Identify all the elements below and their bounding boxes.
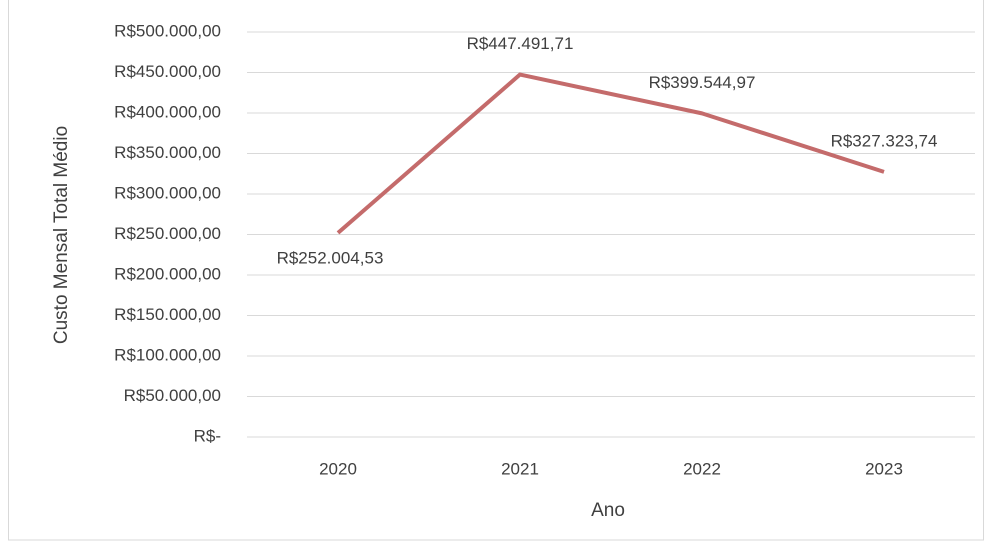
- y-tick-label: R$400.000,00: [114, 102, 221, 121]
- y-tick-label: R$-: [194, 426, 221, 445]
- y-tick-label: R$300.000,00: [114, 183, 221, 202]
- y-tick-label: R$100.000,00: [114, 345, 221, 364]
- x-tick-label: 2022: [683, 459, 721, 478]
- y-tick-label: R$350.000,00: [114, 143, 221, 162]
- x-axis-title: Ano: [591, 500, 625, 521]
- y-tick-label: R$500.000,00: [114, 21, 221, 40]
- chart-frame: [8, 0, 984, 541]
- data-label: R$447.491,71: [467, 34, 574, 53]
- x-tick-label: 2023: [865, 459, 903, 478]
- y-tick-label: R$50.000,00: [124, 386, 221, 405]
- data-label: R$252.004,53: [277, 248, 384, 267]
- x-tick-label: 2020: [319, 459, 357, 478]
- x-tick-label: 2021: [501, 459, 539, 478]
- data-label: R$399.544,97: [649, 73, 756, 92]
- y-tick-label: R$250.000,00: [114, 224, 221, 243]
- y-tick-label: R$150.000,00: [114, 305, 221, 324]
- y-tick-label: R$450.000,00: [114, 62, 221, 81]
- data-label: R$327.323,74: [831, 131, 938, 150]
- y-tick-label: R$200.000,00: [114, 264, 221, 283]
- y-axis-title: Custo Mensal Total Médio: [51, 126, 72, 344]
- line: [336, 72, 885, 235]
